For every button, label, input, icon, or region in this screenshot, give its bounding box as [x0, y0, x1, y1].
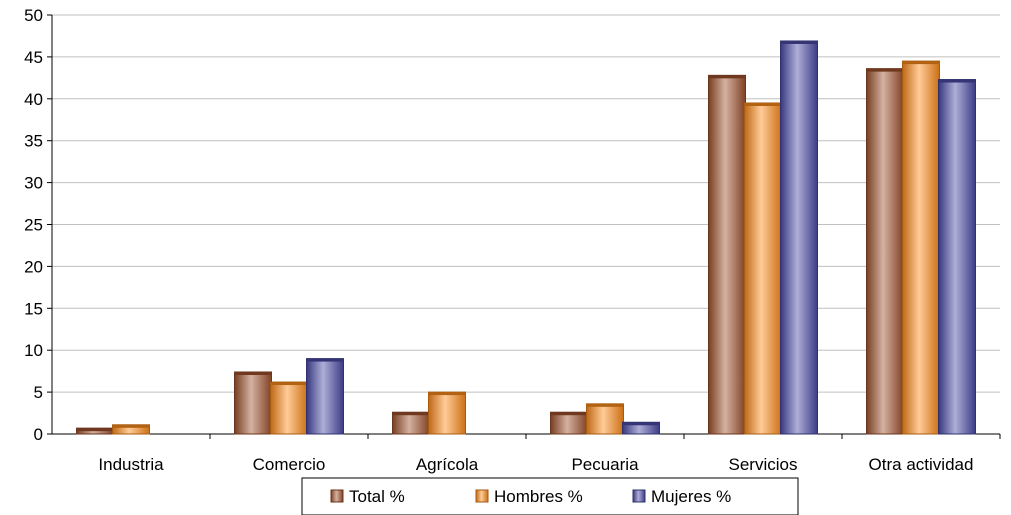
x-category-label: Pecuaria	[571, 455, 639, 474]
y-tick-label: 20	[24, 257, 43, 276]
x-category-label: Industria	[98, 455, 164, 474]
legend-label: Total %	[349, 487, 405, 506]
bar-hombres	[586, 403, 624, 435]
y-tick-label: 10	[24, 341, 43, 360]
x-category-label: Comercio	[253, 455, 326, 474]
axis-labels: 0 5 10 15 20 25 30 35 40 45 50 Industria Comercio Agr…	[24, 6, 973, 474]
y-tick-label: 40	[24, 90, 43, 109]
bar-hombres	[270, 381, 308, 435]
bar-mujeres	[306, 358, 344, 435]
legend-swatch	[632, 489, 646, 503]
y-tick-label: 0	[34, 425, 43, 444]
bar-cap	[392, 412, 430, 416]
y-tick-label: 50	[24, 6, 43, 25]
legend-swatch	[475, 489, 489, 503]
x-category-label: Otra actividad	[869, 455, 974, 474]
bar-total	[550, 411, 588, 435]
bar-cap	[938, 79, 976, 83]
y-tick-label: 45	[24, 48, 43, 67]
y-tick-label: 35	[24, 132, 43, 151]
bar-total	[392, 411, 430, 435]
bar-cap	[550, 412, 588, 416]
bars	[76, 40, 976, 435]
bar-total	[866, 68, 904, 435]
bar-cap	[902, 61, 940, 65]
legend-swatch	[330, 489, 344, 503]
y-tick-label: 5	[34, 383, 43, 402]
legend-box	[301, 477, 799, 515]
y-tick-label: 25	[24, 216, 43, 235]
bar-cap	[270, 382, 308, 386]
bar-cap	[622, 422, 660, 426]
bar-total	[234, 371, 272, 435]
x-category-label: Agrícola	[416, 455, 479, 474]
legend-label: Hombres %	[494, 487, 583, 506]
bar-hombres	[744, 102, 782, 435]
bar-cap	[76, 428, 114, 432]
bar-cap	[744, 102, 782, 106]
bar-cap	[428, 392, 466, 396]
axes	[47, 14, 1001, 439]
bar-hombres	[428, 391, 466, 435]
bar-cap	[306, 358, 344, 362]
bar-cap	[234, 371, 272, 375]
bar-mujeres	[780, 40, 818, 435]
bar-cap	[866, 68, 904, 72]
legend-label: Mujeres %	[651, 487, 731, 506]
gridlines	[52, 14, 1000, 393]
x-category-label: Servicios	[729, 455, 798, 474]
bar-total	[708, 74, 746, 435]
bar-hombres	[902, 60, 940, 435]
y-tick-label: 15	[24, 299, 43, 318]
y-tick-label: 30	[24, 174, 43, 193]
bar-mujeres	[938, 79, 976, 435]
bar-cap	[780, 40, 818, 44]
bar-cap	[112, 424, 150, 428]
bar-cap	[708, 75, 746, 79]
bar-cap	[586, 403, 624, 407]
legend: Total % Hombres % Mujeres %	[301, 477, 799, 515]
